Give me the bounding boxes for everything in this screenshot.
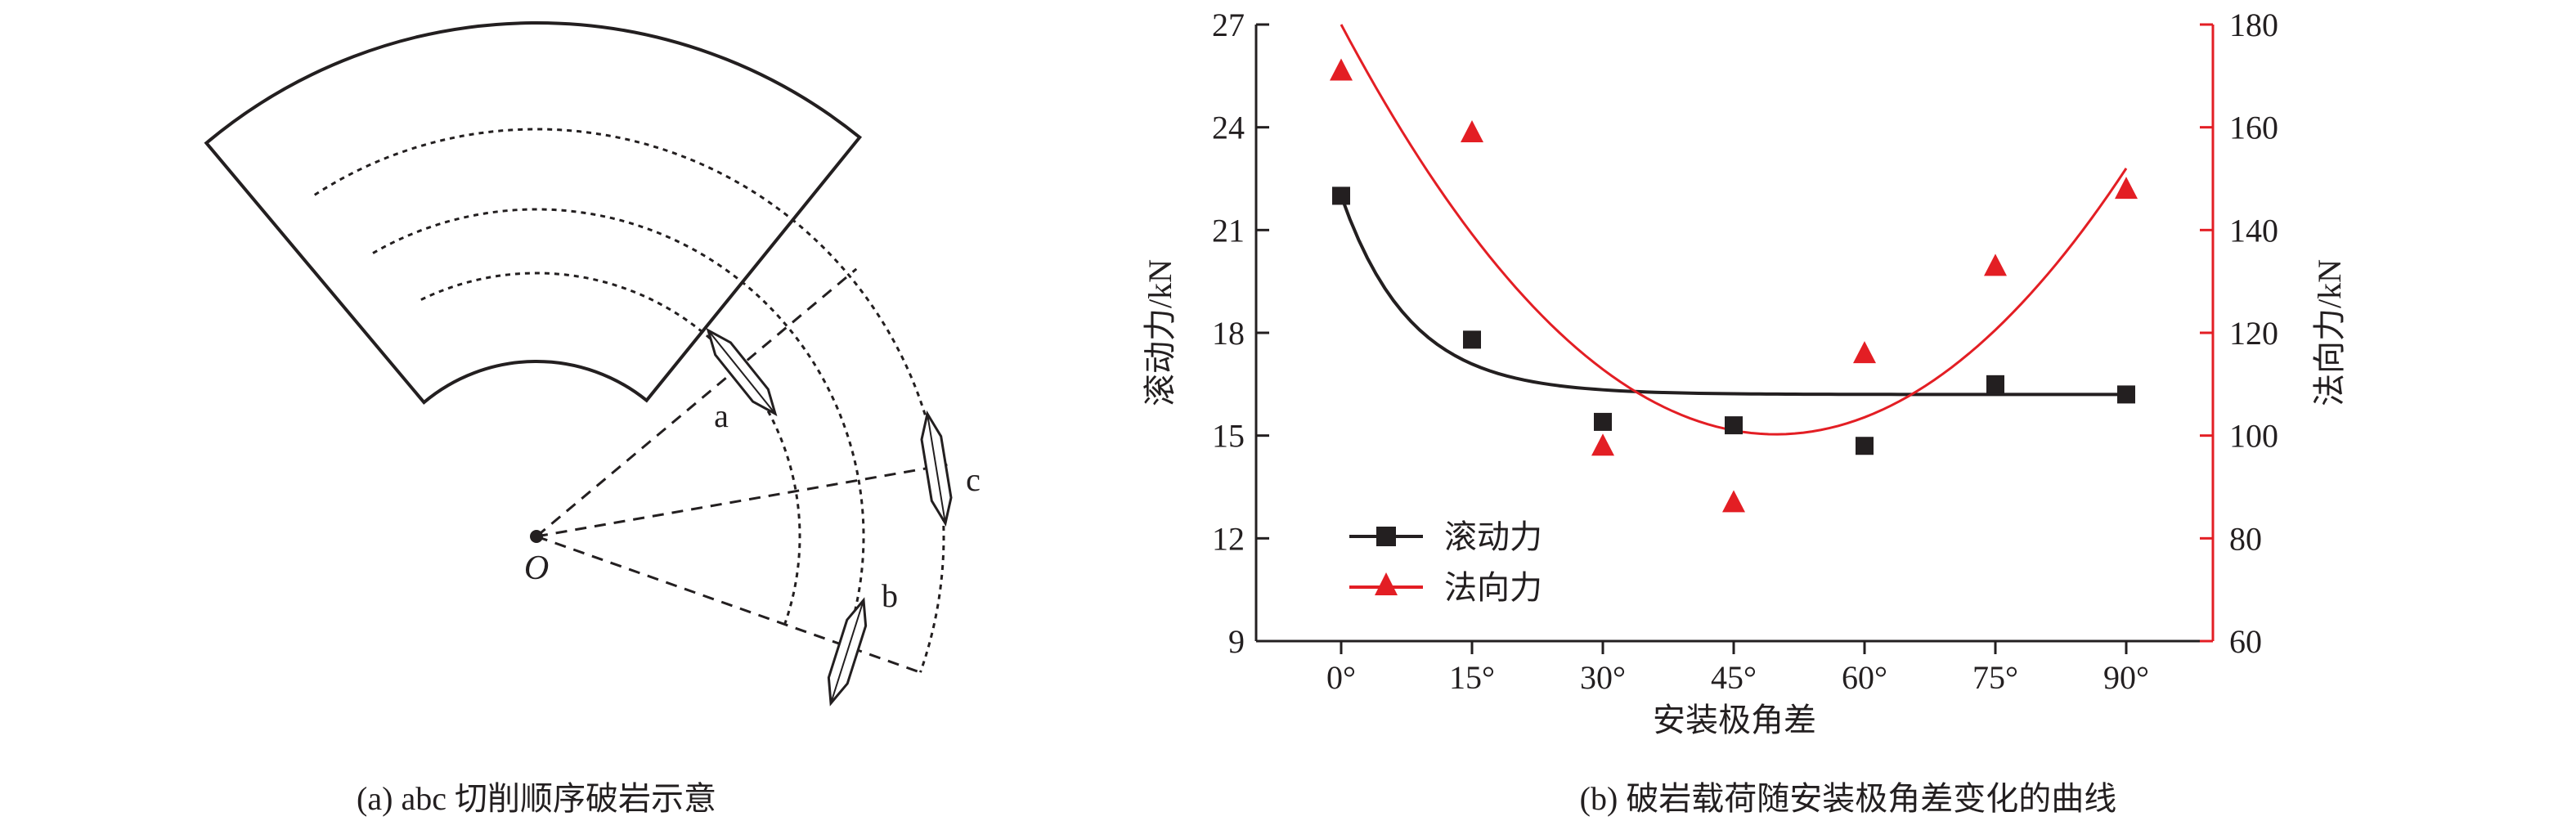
left-tick-label: 18 bbox=[1212, 315, 1245, 352]
dashed-ray bbox=[536, 463, 948, 538]
cutters bbox=[706, 327, 953, 707]
right-tick-label: 140 bbox=[2229, 212, 2278, 249]
cutter-axis bbox=[707, 330, 776, 415]
left-tick-label: 9 bbox=[1228, 623, 1245, 660]
rolling-force-point bbox=[1332, 186, 1350, 205]
rolling-force-point bbox=[2117, 385, 2135, 404]
right-tick-label: 80 bbox=[2229, 520, 2262, 557]
dotted-arc bbox=[420, 271, 801, 625]
normal-force-point bbox=[1461, 119, 1483, 142]
legend-square-marker bbox=[1376, 527, 1396, 546]
left-tick-label: 24 bbox=[1212, 110, 1245, 146]
x-tick-label: 0° bbox=[1326, 659, 1356, 696]
legend: 滚动力 法向力 bbox=[1349, 518, 1542, 606]
right-tick-label: 60 bbox=[2229, 623, 2262, 660]
right-tick-label: 120 bbox=[2229, 315, 2278, 352]
right-tick-label: 180 bbox=[2229, 7, 2278, 43]
normal-force-point bbox=[1591, 433, 1614, 456]
normal-force-point bbox=[1722, 490, 1745, 513]
right-tick-label: 160 bbox=[2229, 110, 2278, 146]
rolling-force-point bbox=[1594, 412, 1612, 431]
normal-force-point bbox=[2115, 177, 2138, 200]
diagram-caption: (a) abc 切削顺序破岩示意 bbox=[357, 780, 716, 817]
x-tick-label: 45° bbox=[1711, 659, 1757, 696]
rolling-force-point bbox=[1986, 375, 2004, 393]
left-tick-label: 21 bbox=[1212, 212, 1245, 249]
cutter-a-label: a bbox=[714, 397, 729, 434]
origin-point bbox=[530, 530, 543, 543]
normal-force-fit-curve bbox=[1340, 24, 2128, 436]
rolling-force-point bbox=[1463, 330, 1481, 349]
dotted-arc bbox=[313, 128, 945, 673]
origin-label: O bbox=[524, 550, 549, 587]
left-tick-label: 27 bbox=[1212, 7, 1245, 43]
cutting-sequence-diagram: O a b c (a) abc 切削顺序破岩示意 bbox=[204, 21, 981, 817]
dashed-ray bbox=[536, 267, 858, 538]
cutter-axis bbox=[927, 413, 946, 524]
legend-label-normal: 法向力 bbox=[1444, 569, 1542, 606]
right-tick-label: 100 bbox=[2229, 418, 2278, 455]
rolling-force-fit-curve bbox=[1340, 195, 2127, 397]
dotted-arc bbox=[372, 208, 865, 647]
left-tick-label: 15 bbox=[1212, 418, 1245, 455]
cutting-track-arcs bbox=[313, 128, 945, 673]
right-axis-title: 法向力/kN bbox=[2311, 259, 2348, 406]
x-tick-label: 75° bbox=[1972, 659, 2018, 696]
rolling-force-point bbox=[1725, 416, 1743, 435]
cutter-c-label: c bbox=[966, 461, 981, 498]
rolling-force-point bbox=[1856, 437, 1874, 455]
left-tick-label: 12 bbox=[1212, 520, 1245, 557]
x-tick-label: 30° bbox=[1580, 659, 1626, 696]
normal-force-point bbox=[1984, 253, 2007, 276]
load-chart: 9 12 15 18 21 24 27 60 80 100 120 140 160 180 0° 15° 30°… bbox=[1142, 7, 2348, 817]
x-tick-label: 15° bbox=[1449, 659, 1495, 696]
normal-force-point bbox=[1853, 341, 1876, 364]
cutter-axis bbox=[830, 599, 864, 704]
x-tick-label: 90° bbox=[2103, 659, 2149, 696]
left-axis-title: 滚动力/kN bbox=[1142, 259, 1178, 406]
x-tick-label: 60° bbox=[1842, 659, 1887, 696]
legend-triangle-marker bbox=[1375, 572, 1398, 595]
sector-outline bbox=[204, 21, 863, 405]
legend-label-rolling: 滚动力 bbox=[1444, 518, 1542, 555]
chart-caption: (b) 破岩载荷随安装极角差变化的曲线 bbox=[1580, 780, 2117, 817]
normal-force-point bbox=[1330, 58, 1353, 81]
cutter-b-label: b bbox=[882, 577, 898, 614]
x-axis-title: 安装极角差 bbox=[1653, 702, 1816, 738]
